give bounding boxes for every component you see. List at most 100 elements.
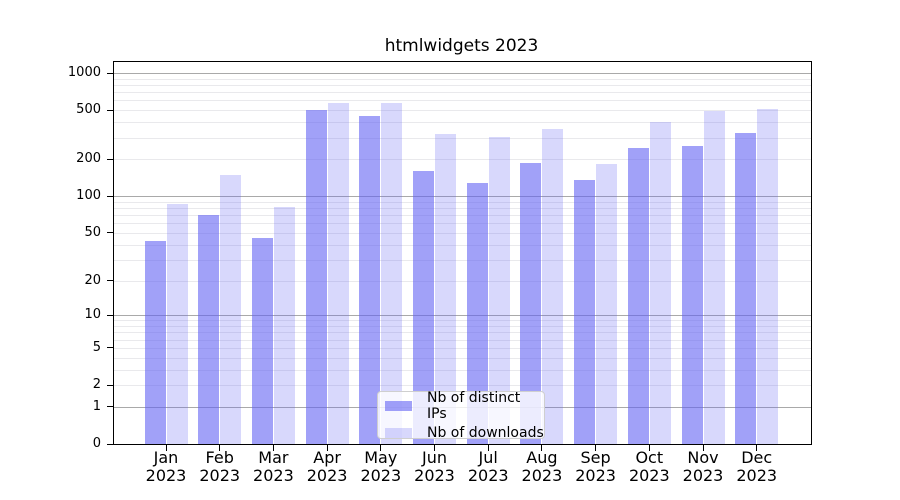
y-tick-mark xyxy=(107,406,113,408)
x-tick-mark xyxy=(380,445,382,451)
x-tick-label: Apr 2023 xyxy=(306,448,348,485)
x-tick-label: Oct 2023 xyxy=(628,448,670,485)
x-tick-label: Feb 2023 xyxy=(199,448,241,485)
x-tick-mark xyxy=(165,445,167,451)
legend-label-downloads: Nb of downloads xyxy=(427,424,544,441)
y-tick-label: 10 xyxy=(84,307,101,323)
grid-line-minor xyxy=(114,159,811,161)
bar-distinct-ips xyxy=(198,215,220,444)
grid-line-major xyxy=(114,73,811,75)
x-tick-mark xyxy=(595,445,597,451)
grid-line-minor xyxy=(114,215,811,217)
grid-line-minor xyxy=(114,332,811,334)
bar-downloads xyxy=(649,122,671,444)
bar-distinct-ips xyxy=(144,240,166,444)
legend-item-distinct-ips: Nb of distinct IPs xyxy=(385,390,544,422)
y-tick-label: 500 xyxy=(76,102,101,118)
y-tick-mark xyxy=(107,443,113,445)
bar-distinct-ips xyxy=(520,163,542,444)
grid-line-minor xyxy=(114,110,811,112)
legend-label-distinct-ips: Nb of distinct IPs xyxy=(427,389,521,422)
y-tick-mark xyxy=(107,195,113,197)
grid-line-minor xyxy=(114,137,811,139)
y-tick-label: 1000 xyxy=(67,65,101,81)
bar-downloads xyxy=(596,163,618,444)
x-tick-label: Nov 2023 xyxy=(682,448,724,485)
x-tick-label: Jun 2023 xyxy=(414,448,455,485)
y-tick-label: 2 xyxy=(92,377,101,392)
x-tick-label: Sep 2023 xyxy=(575,448,616,485)
x-tick-label: Mar 2023 xyxy=(253,448,294,485)
bar-downloads xyxy=(542,128,564,444)
legend-item-downloads: Nb of downloads xyxy=(385,425,544,441)
bar-downloads xyxy=(273,206,295,444)
bar-distinct-ips xyxy=(466,183,488,444)
x-tick-label: Aug 2023 xyxy=(521,448,563,485)
x-tick-label: Dec 2023 xyxy=(736,448,778,485)
x-tick-mark xyxy=(487,445,489,451)
bar-downloads xyxy=(166,203,188,444)
bar-downloads xyxy=(488,137,510,444)
bar-distinct-ips xyxy=(735,133,757,444)
plot-area xyxy=(113,61,812,445)
bar-downloads xyxy=(703,111,725,444)
y-tick-mark xyxy=(107,158,113,160)
grid-line-minor xyxy=(114,369,811,371)
y-tick-label: 0 xyxy=(92,436,101,451)
bar-downloads xyxy=(381,103,403,444)
x-tick-label: May 2023 xyxy=(360,448,402,485)
grid-line-major xyxy=(114,196,811,198)
y-tick-mark xyxy=(107,280,113,282)
y-tick-label: 5 xyxy=(92,339,101,355)
grid-line-minor xyxy=(114,326,811,327)
bar-distinct-ips xyxy=(681,145,703,444)
x-tick-label: Jul 2023 xyxy=(467,448,509,485)
bar-distinct-ips xyxy=(413,171,434,444)
grid-line-minor xyxy=(114,232,811,234)
x-tick-label: Jan 2023 xyxy=(145,448,187,485)
y-tick-label: 50 xyxy=(84,224,101,240)
y-tick-label: 1 xyxy=(92,398,101,414)
grid-line-minor xyxy=(114,78,811,80)
grid-line-minor xyxy=(114,201,811,203)
bar-downloads xyxy=(435,134,456,444)
bar-downloads xyxy=(757,108,779,444)
grid-line-minor xyxy=(114,385,811,386)
y-tick-mark xyxy=(107,384,113,386)
bar-distinct-ips xyxy=(305,110,327,444)
x-tick-mark xyxy=(434,445,435,451)
legend-swatch-downloads xyxy=(385,427,412,438)
grid-line-minor xyxy=(114,122,811,124)
grid-line-minor xyxy=(114,84,811,86)
chart-title: htmlwidgets 2023 xyxy=(384,36,539,56)
bar-distinct-ips xyxy=(251,238,273,444)
y-tick-mark xyxy=(107,232,113,234)
legend: Nb of distinct IPs Nb of downloads xyxy=(377,390,545,441)
grid-line-major xyxy=(114,315,811,317)
y-tick-label: 100 xyxy=(76,188,101,204)
y-tick-mark xyxy=(107,314,113,316)
bar-downloads xyxy=(220,174,242,444)
x-tick-mark xyxy=(219,445,221,451)
y-tick-mark xyxy=(107,72,113,74)
grid-line-minor xyxy=(114,244,811,246)
y-tick-mark xyxy=(107,109,113,111)
y-tick-label: 200 xyxy=(76,151,101,167)
grid-line-minor xyxy=(114,357,811,359)
y-tick-label: 20 xyxy=(84,272,101,288)
grid-line-minor xyxy=(114,100,811,102)
bar-downloads xyxy=(327,102,349,444)
x-tick-mark xyxy=(702,445,704,451)
bar-distinct-ips xyxy=(627,148,649,444)
grid-line-minor xyxy=(114,223,811,225)
x-tick-mark xyxy=(326,445,328,451)
y-tick-mark xyxy=(107,347,113,349)
grid-line-minor xyxy=(114,347,811,349)
bar-distinct-ips xyxy=(574,180,596,444)
x-tick-mark xyxy=(272,445,274,451)
grid-line-minor xyxy=(114,320,811,322)
x-tick-mark xyxy=(756,445,758,451)
grid-line-minor xyxy=(114,92,811,94)
grid-line-minor xyxy=(114,280,811,282)
